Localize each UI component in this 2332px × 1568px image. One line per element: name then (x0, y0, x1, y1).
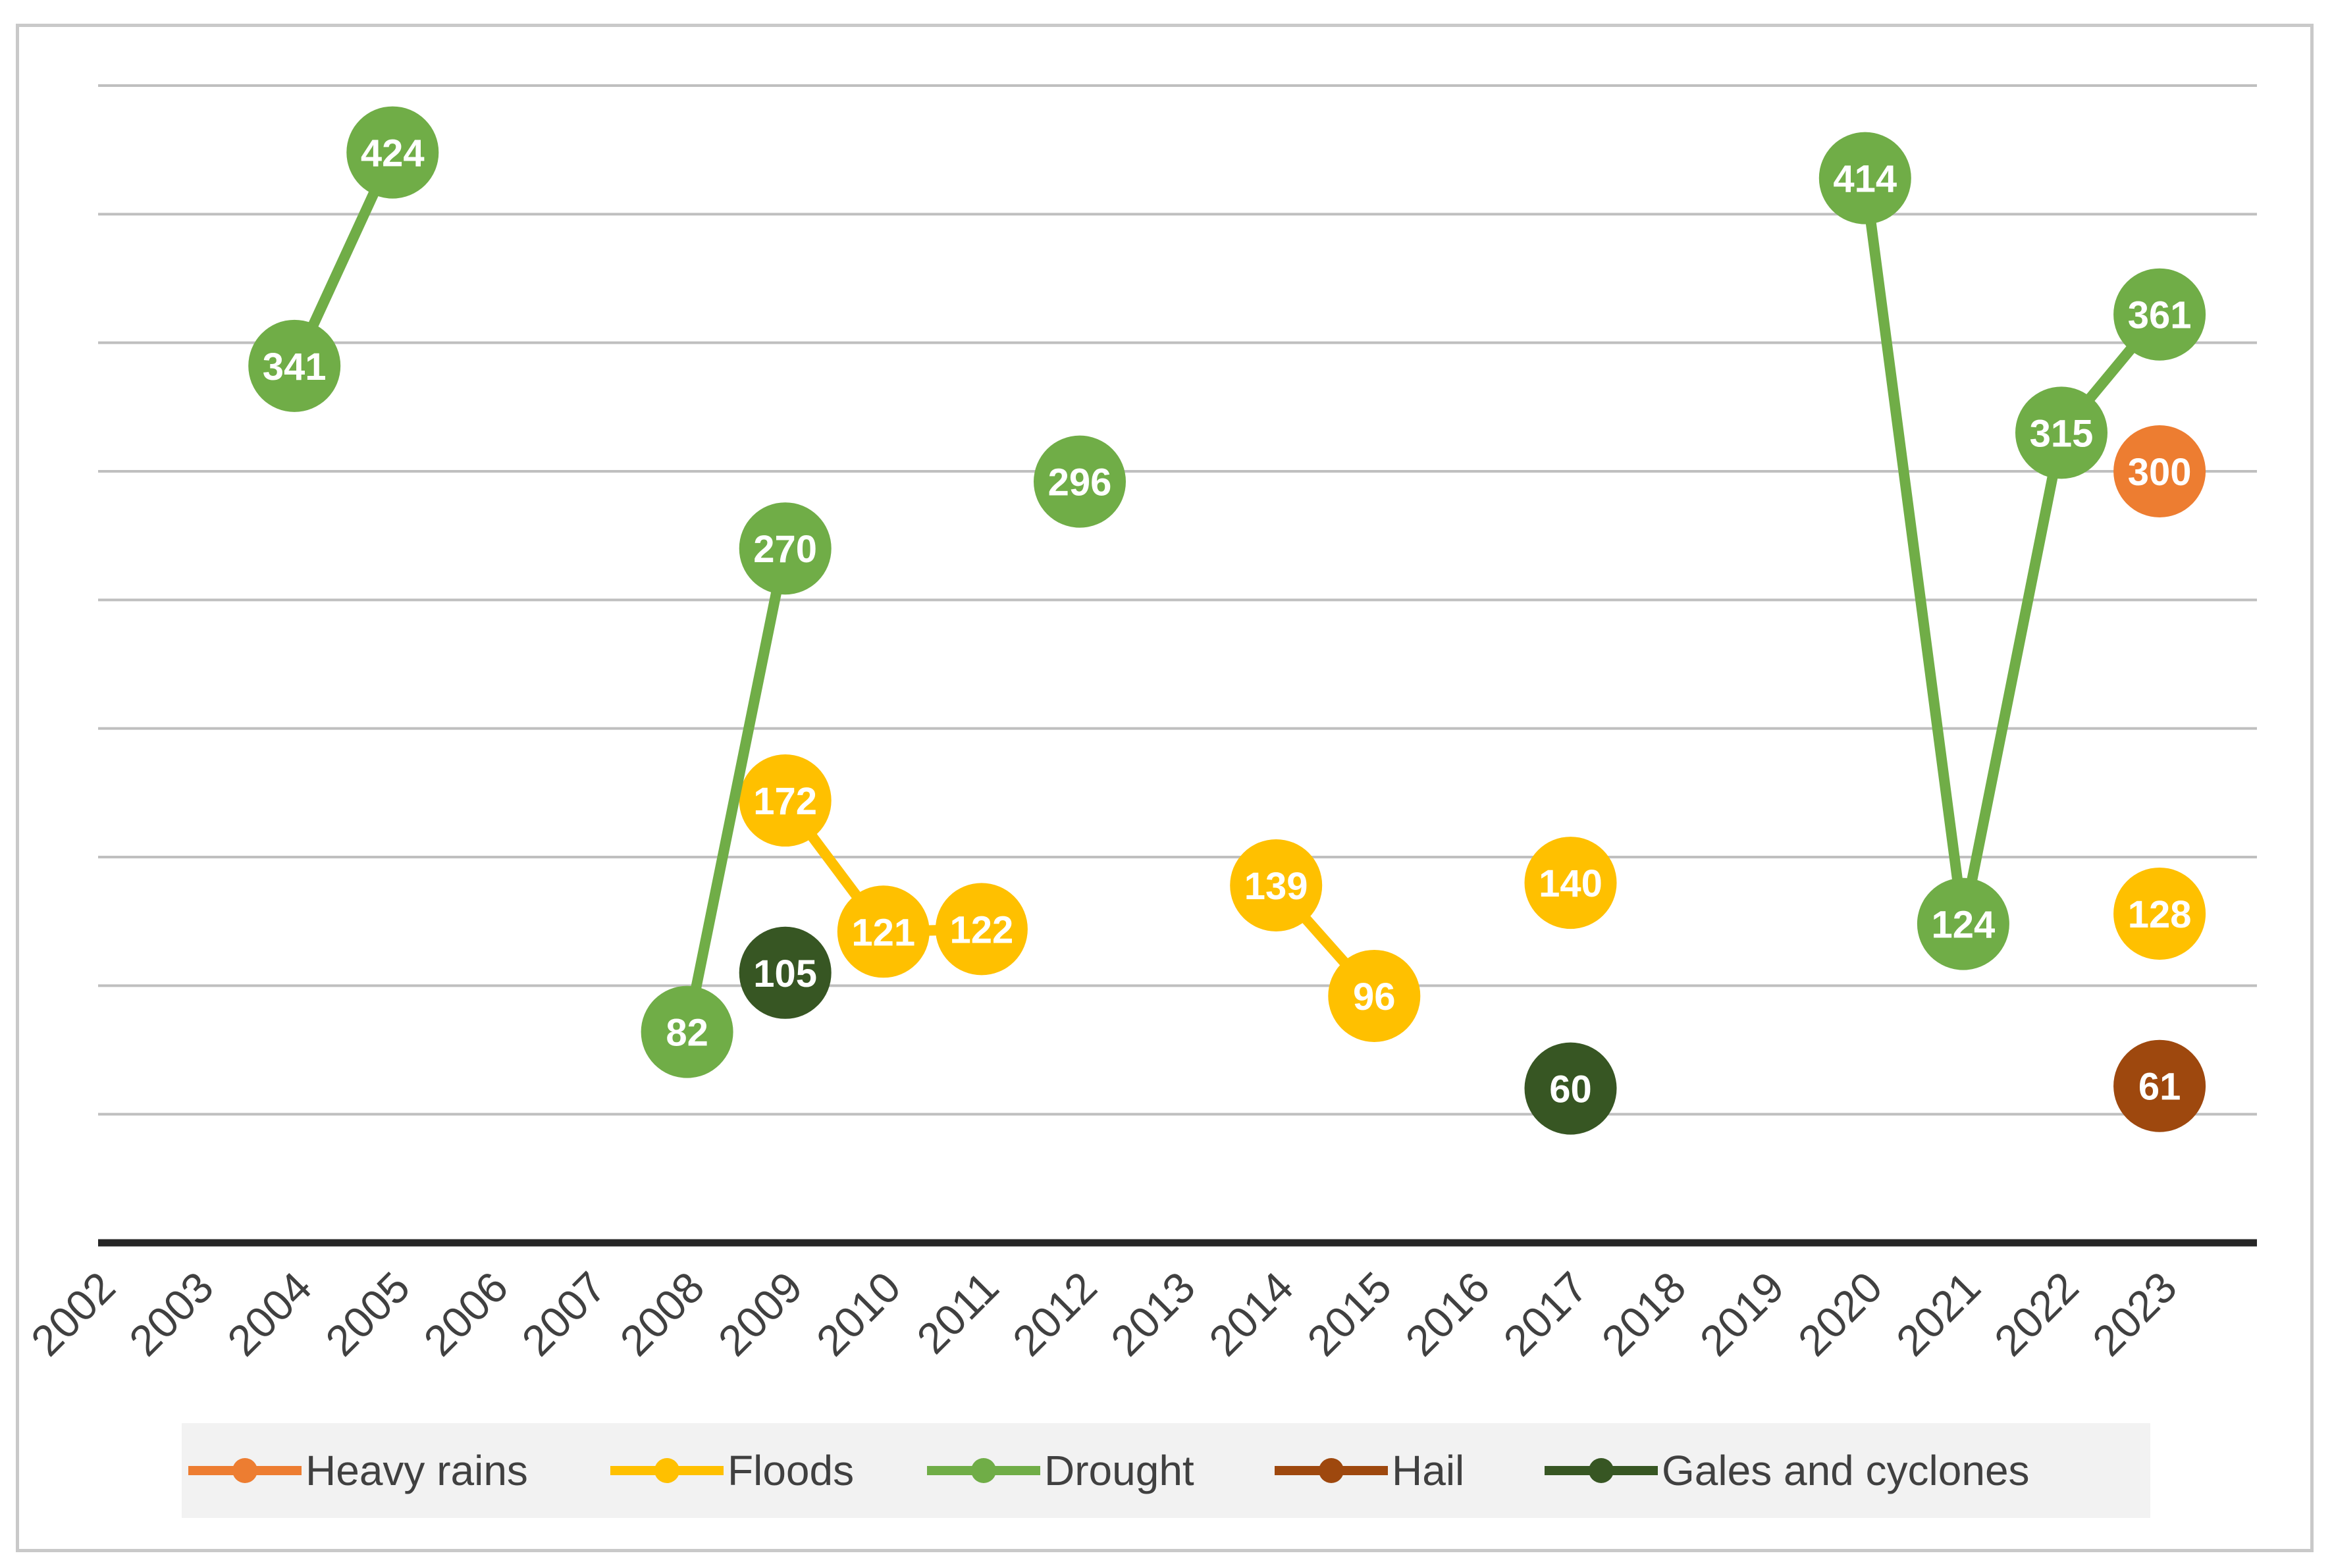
data-label: 172 (753, 780, 817, 823)
data-point (346, 106, 439, 199)
data-label: 140 (1539, 862, 1603, 905)
x-tick-label: 2002 (22, 1263, 124, 1365)
series-group: 61 (2113, 1039, 2206, 1132)
x-tick-label: 2020 (1789, 1263, 1892, 1365)
series-layer: 300 172 121 122 139 96 140 128 341 424 82 270 296 414… (248, 106, 2206, 1135)
x-axis-ticks: 2002200320042005200620072008200920102011… (22, 1263, 2186, 1365)
data-label: 414 (1833, 158, 1897, 201)
data-label: 128 (2128, 893, 2192, 936)
data-label: 296 (1048, 461, 1112, 504)
data-point (2113, 425, 2206, 517)
x-tick-label: 2016 (1396, 1263, 1498, 1365)
x-tick-label: 2008 (610, 1263, 713, 1365)
x-tick-label: 2012 (1003, 1263, 1106, 1365)
x-tick-label: 2003 (120, 1263, 223, 1365)
legend-label: Drought (1044, 1447, 1194, 1494)
gridlines (98, 84, 2257, 1116)
x-tick-label: 2006 (414, 1263, 517, 1365)
data-point (1524, 1042, 1617, 1135)
legend-swatch-marker (971, 1458, 996, 1483)
data-point (739, 754, 832, 847)
x-tick-label: 2004 (218, 1263, 321, 1365)
data-label: 124 (1932, 904, 1996, 947)
data-label: 122 (950, 908, 1014, 951)
legend-label: Gales and cyclones (1662, 1447, 2030, 1494)
x-tick-label: 2022 (1985, 1263, 2088, 1365)
data-label: 121 (851, 911, 915, 954)
data-point (1524, 837, 1617, 929)
data-point (935, 883, 1028, 976)
series-group: 172 121 122 139 96 140 128 (739, 754, 2206, 1042)
data-label: 61 (2138, 1066, 2181, 1109)
data-point (837, 885, 930, 978)
x-tick-label: 2021 (1887, 1263, 1990, 1365)
data-label: 139 (1244, 865, 1308, 908)
legend-swatch-marker (1319, 1458, 1344, 1483)
chart-frame (16, 24, 2314, 1552)
series-line-segment (1957, 427, 2067, 929)
legend-swatch-marker (232, 1458, 257, 1483)
x-tick-label: 2005 (316, 1263, 419, 1365)
data-point (2015, 386, 2107, 479)
series-group: 300 (2113, 425, 2206, 517)
data-point (739, 926, 832, 1019)
data-point (2113, 867, 2206, 960)
x-tick-label: 2007 (512, 1263, 615, 1365)
x-tick-label: 2009 (708, 1263, 811, 1365)
data-label: 315 (2030, 412, 2094, 455)
legend-label: Floods (728, 1447, 854, 1494)
data-label: 82 (666, 1012, 708, 1055)
data-point (739, 502, 832, 595)
x-tick-label: 2011 (907, 1263, 1008, 1363)
data-point (1818, 132, 1911, 224)
data-point (248, 319, 341, 412)
data-point (2113, 1039, 2206, 1132)
legend-background (182, 1423, 2150, 1518)
data-point (1917, 877, 2009, 970)
data-point (2113, 268, 2206, 361)
legend-label: Hail (1392, 1447, 1464, 1494)
x-tick-label: 2018 (1592, 1263, 1695, 1365)
data-label: 361 (2128, 294, 2192, 337)
data-point (1034, 435, 1126, 528)
x-tick-label: 2014 (1200, 1263, 1302, 1365)
data-label: 96 (1353, 976, 1396, 1018)
x-tick-label: 2023 (2083, 1263, 2186, 1365)
x-tick-label: 2019 (1690, 1263, 1793, 1365)
series-line-segment (1859, 172, 1969, 929)
x-tick-label: 2010 (807, 1263, 910, 1365)
data-point (1230, 839, 1323, 931)
data-label: 424 (361, 132, 425, 175)
data-label: 60 (1549, 1068, 1592, 1111)
x-tick-label: 2017 (1494, 1263, 1597, 1365)
data-point (1328, 949, 1421, 1042)
x-tick-label: 2013 (1101, 1263, 1204, 1365)
legend-swatch-marker (654, 1458, 679, 1483)
series-group: 341 424 82 270 296 414 124 315 361 (248, 106, 2206, 1078)
data-label: 300 (2128, 451, 2192, 494)
legend-label: Heavy rains (305, 1447, 528, 1494)
data-label: 341 (263, 346, 327, 388)
x-tick-label: 2015 (1298, 1263, 1400, 1365)
data-label: 270 (753, 528, 817, 571)
legend-swatch-marker (1589, 1458, 1614, 1483)
legend: Heavy rains Floods Drought Hail Gales and cy… (182, 1423, 2150, 1518)
series-group: 105 60 (739, 926, 1617, 1135)
data-label: 105 (753, 953, 817, 995)
series-line-segment (681, 543, 791, 1037)
data-point (641, 985, 733, 1078)
